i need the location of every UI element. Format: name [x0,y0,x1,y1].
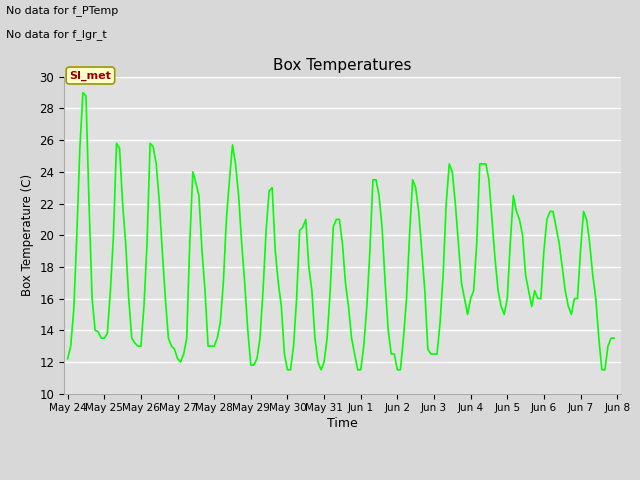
Text: No data for f_lgr_t: No data for f_lgr_t [6,29,107,40]
Y-axis label: Box Temperature (C): Box Temperature (C) [20,174,34,296]
Legend: Tower Air T: Tower Air T [282,479,403,480]
X-axis label: Time: Time [327,418,358,431]
Title: Box Temperatures: Box Temperatures [273,58,412,73]
Text: No data for f_PTemp: No data for f_PTemp [6,5,118,16]
Text: SI_met: SI_met [70,71,111,81]
